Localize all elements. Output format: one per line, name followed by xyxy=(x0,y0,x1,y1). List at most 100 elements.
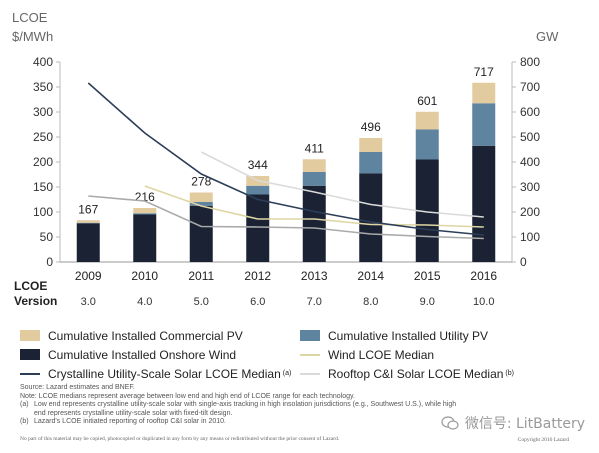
copyright: Copyright 2016 Lazard xyxy=(517,437,569,443)
bar-cumulative-installed-utility-pv xyxy=(76,222,100,224)
note-a-marker: (a) xyxy=(20,401,29,409)
line-crystalline-utility-scale-solar-lcoe-median xyxy=(87,82,484,236)
x-tick-label: 2012 xyxy=(244,269,271,283)
bar-cumulative-installed-utility-pv xyxy=(189,202,213,206)
bar-cumulative-installed-commercial-pv xyxy=(415,111,439,130)
legend-item-wind-lcoe: Wind LCOE Median xyxy=(300,348,580,362)
x-tick-label: 2010 xyxy=(131,269,158,283)
bar-cumulative-installed-onshore-wind xyxy=(246,194,270,262)
wechat-icon xyxy=(441,416,459,430)
legend-swatch-commercial-pv xyxy=(20,330,40,341)
legend-label-rooftop-solar: Rooftop C&I Solar LCOE Median xyxy=(328,366,504,381)
bar-cumulative-installed-utility-pv xyxy=(133,213,157,215)
right-tick-label: 0 xyxy=(520,255,527,269)
legend-item-commercial-pv: Cumulative Installed Commercial PV xyxy=(20,329,300,343)
right-tick-label: 800 xyxy=(520,55,540,69)
bar-total-label: 601 xyxy=(417,94,437,108)
note-b: (b) Lazard's LCOE initiated reporting of… xyxy=(20,418,540,427)
version-label: 6.0 xyxy=(250,296,265,308)
version-label: 9.0 xyxy=(420,296,435,308)
right-tick-label: 500 xyxy=(520,130,540,144)
legend-item-crystalline-solar: Crystalline Utility-Scale Solar LCOE Med… xyxy=(20,367,300,381)
version-axis-title-line2: Version xyxy=(14,294,57,308)
legend-item-onshore-wind: Cumulative Installed Onshore Wind xyxy=(20,348,300,362)
x-tick-label: 2009 xyxy=(75,269,102,283)
note-b-line: Lazard's LCOE initiated reporting of roo… xyxy=(34,418,226,426)
bar-cumulative-installed-onshore-wind xyxy=(472,145,496,262)
watermark-text: 微信号: LitBattery xyxy=(464,416,585,432)
x-tick-label: 2014 xyxy=(357,269,384,283)
legend-note-a: (a) xyxy=(282,370,292,377)
version-label: 7.0 xyxy=(307,296,322,308)
left-axis-title-line2: $/MWh xyxy=(12,29,53,44)
right-tick-label: 300 xyxy=(520,180,540,194)
footnotes: Source: Lazard estimates and BNEF. Note:… xyxy=(20,384,540,427)
left-tick-label: 150 xyxy=(33,180,53,194)
legend-label-onshore-wind: Cumulative Installed Onshore Wind xyxy=(48,347,237,362)
note-a-continued: end represents crystalline utility-scale… xyxy=(20,410,540,419)
line-crystalline-utility-scale-solar-lcoe-low xyxy=(88,195,484,240)
legend: Cumulative Installed Commercial PV Cumul… xyxy=(20,326,580,383)
bar-total-label: 278 xyxy=(191,175,211,189)
version-label: 8.0 xyxy=(363,296,378,308)
right-tick-label: 600 xyxy=(520,105,540,119)
bar-cumulative-installed-onshore-wind xyxy=(133,214,157,262)
left-axis-title-line1: LCOE xyxy=(12,10,48,25)
right-tick-label: 100 xyxy=(520,230,540,244)
x-tick-label: 2015 xyxy=(414,269,441,283)
left-tick-label: 400 xyxy=(33,55,53,69)
legend-label-crystalline-solar: Crystalline Utility-Scale Solar LCOE Med… xyxy=(48,366,281,381)
x-tick-label: 2013 xyxy=(301,269,328,283)
source-note: Source: Lazard estimates and BNEF. xyxy=(20,384,135,391)
bar-cumulative-installed-commercial-pv xyxy=(472,82,496,104)
legend-label-commercial-pv: Cumulative Installed Commercial PV xyxy=(48,328,243,343)
bar-cumulative-installed-onshore-wind xyxy=(189,205,213,262)
median-note: Note: LCOE medians represent average bet… xyxy=(20,392,355,400)
bar-cumulative-installed-onshore-wind xyxy=(76,223,100,262)
bar-cumulative-installed-onshore-wind xyxy=(302,185,326,262)
bar-cumulative-installed-commercial-pv xyxy=(133,208,157,214)
watermark: 微信号: LitBattery xyxy=(441,413,585,433)
right-tick-label: 200 xyxy=(520,205,540,219)
bar-cumulative-installed-utility-pv xyxy=(472,103,496,146)
version-axis-title-line1: LCOE xyxy=(14,279,47,293)
bar-total-label: 411 xyxy=(305,141,324,155)
legend-swatch-onshore-wind xyxy=(20,349,40,360)
left-tick-label: 50 xyxy=(40,230,54,244)
bar-cumulative-installed-utility-pv xyxy=(359,152,383,174)
legend-label-wind-lcoe: Wind LCOE Median xyxy=(328,347,435,362)
note-a-line2: end represents crystalline utility-scale… xyxy=(34,409,233,417)
note-b-marker: (b) xyxy=(20,418,29,426)
bar-cumulative-installed-utility-pv xyxy=(415,129,439,160)
note-a: (a) Low end represents crystalline utili… xyxy=(20,401,540,410)
bar-total-label: 717 xyxy=(474,65,494,79)
bar-total-label: 344 xyxy=(248,158,268,172)
left-tick-label: 0 xyxy=(46,255,53,269)
x-tick-label: 2016 xyxy=(470,269,497,283)
note-a-line1: Low end represents crystalline utility-s… xyxy=(34,401,457,409)
right-tick-label: 700 xyxy=(520,80,540,94)
legend-swatch-utility-pv xyxy=(300,330,320,341)
left-tick-label: 250 xyxy=(33,130,53,144)
x-tick-label: 2011 xyxy=(188,269,214,283)
line-rooftop-c-i-solar-lcoe-median xyxy=(200,151,484,218)
bar-total-label: 167 xyxy=(78,202,98,216)
bar-total-label: 496 xyxy=(361,120,381,134)
bar-cumulative-installed-commercial-pv xyxy=(76,220,100,223)
legend-swatch-wind-lcoe xyxy=(300,353,320,356)
left-tick-label: 350 xyxy=(33,80,53,94)
left-tick-label: 200 xyxy=(33,155,53,169)
legend-swatch-crystalline-solar xyxy=(20,372,40,375)
right-tick-label: 400 xyxy=(520,155,540,169)
left-tick-label: 300 xyxy=(33,105,53,119)
legend-swatch-rooftop-solar xyxy=(300,372,320,375)
bar-cumulative-installed-commercial-pv xyxy=(302,159,326,172)
bar-cumulative-installed-onshore-wind xyxy=(359,173,383,262)
legend-label-utility-pv: Cumulative Installed Utility PV xyxy=(328,328,489,343)
legend-item-rooftop-solar: Rooftop C&I Solar LCOE Median (b) xyxy=(300,367,580,381)
version-label: 10.0 xyxy=(473,296,494,308)
bar-cumulative-installed-utility-pv xyxy=(302,172,326,186)
version-label: 3.0 xyxy=(81,296,96,308)
bar-cumulative-installed-commercial-pv xyxy=(189,192,213,202)
legend-note-b: (b) xyxy=(505,370,514,377)
